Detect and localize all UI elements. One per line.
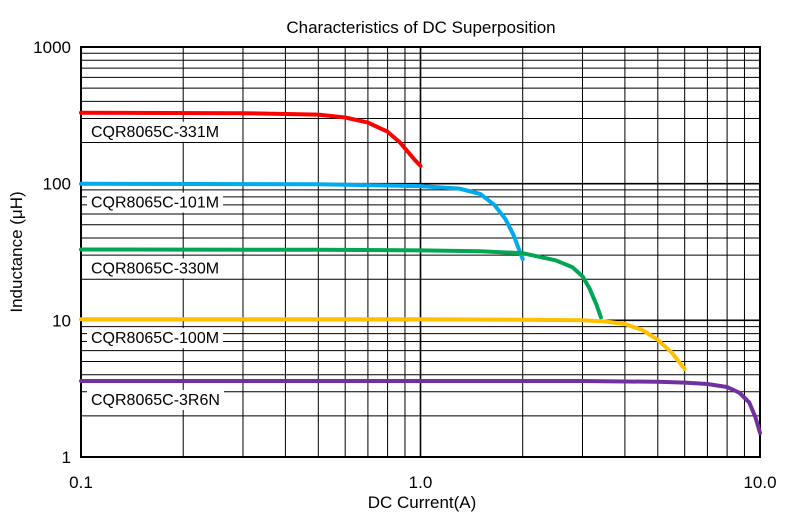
series-label: CQR8065C-100M xyxy=(91,330,219,347)
y-tick-label: 100 xyxy=(43,175,71,194)
series-label-background xyxy=(87,121,224,142)
y-tick-label: 1 xyxy=(62,448,71,467)
x-axis-label: DC Current(A) xyxy=(368,493,477,512)
series-line-cqr8065c-100m xyxy=(79,317,687,372)
y-tick-label: 1000 xyxy=(33,38,71,57)
series-line-cqr8065c-101m xyxy=(79,181,525,262)
series-label: CQR8065C-330M xyxy=(91,260,219,277)
series-label-background xyxy=(87,258,224,279)
series-line-cqr8065c-330m xyxy=(79,247,603,320)
plot-frame xyxy=(80,46,761,458)
series-label: CQR8065C-3R6N xyxy=(91,392,220,409)
series-label: CQR8065C-101M xyxy=(91,195,219,212)
series-line-cqr8065c-3r6n xyxy=(79,379,762,435)
series-label-background xyxy=(87,328,224,349)
y-axis-ticks: 1 10 100 1000 xyxy=(33,38,71,467)
y-axis-label: Inductance (μH) xyxy=(7,191,26,312)
series-line-cqr8065c-331m xyxy=(79,110,423,168)
x-tick-label: 1.0 xyxy=(409,473,433,492)
chart-title: Characteristics of DC Superposition xyxy=(286,18,555,37)
y-tick-label: 10 xyxy=(52,311,71,330)
series-label-background xyxy=(87,192,224,213)
x-tick-label: 0.1 xyxy=(69,473,93,492)
x-axis-ticks: 0.1 1.0 10.0 xyxy=(69,473,776,492)
series-labels: CQR8065C-331M CQR8065C-101M CQR8065C-330M C… xyxy=(87,121,224,410)
series-label: CQR8065C-331M xyxy=(91,124,219,141)
x-tick-label: 10.0 xyxy=(743,473,776,492)
series-lines xyxy=(79,110,762,435)
series-label-background xyxy=(87,389,224,410)
